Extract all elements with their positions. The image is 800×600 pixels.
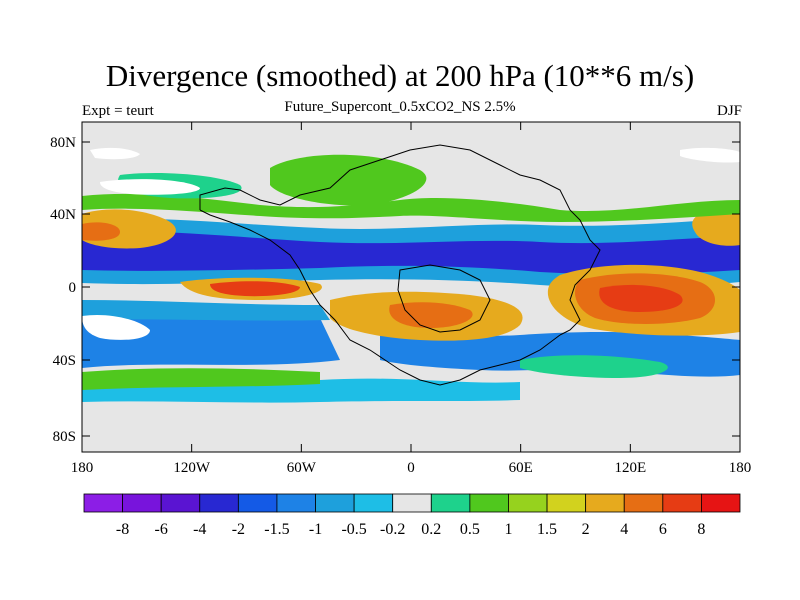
colorbar-swatch: [508, 493, 548, 513]
colorbar-label: -8: [116, 521, 129, 538]
contour-pos-central-core: [389, 302, 473, 328]
contour-green-south: [82, 368, 320, 390]
x-tick-label: 120W: [173, 460, 211, 476]
contour-neg-band-south-2: [82, 300, 330, 321]
colorbar-label: 0.5: [460, 521, 480, 538]
season-label: DJF: [716, 103, 742, 119]
x-tick-label: 180: [71, 460, 94, 476]
contour-zero-white-2: [100, 179, 200, 195]
colorbar-swatch: [315, 493, 355, 513]
coastline-inner-sea: [397, 264, 491, 333]
colorbar-label: 2: [582, 521, 590, 538]
contour-zero-white-4: [680, 147, 740, 163]
colorbar-label: -1.5: [264, 521, 289, 538]
colorbar-label: 4: [620, 521, 628, 538]
divergence-contours: [82, 147, 740, 403]
map-axis-ticks: 180 120W 60W 0 60E 120E 180 80N 40N 0 40S 80S: [50, 122, 751, 476]
colorbar-label: -0.2: [380, 521, 405, 538]
coastline-north-landmass: [199, 144, 601, 336]
colorbar-swatch: [430, 493, 471, 513]
colorbar-swatch: [122, 493, 162, 513]
colorbar-label: 1.5: [537, 521, 557, 538]
colorbar-swatch: [276, 493, 316, 513]
x-tick-label: 60W: [287, 460, 317, 476]
colorbar-label: -4: [193, 521, 206, 538]
colorbar-swatch: [237, 493, 278, 513]
experiment-label: Expt = teurt: [82, 103, 154, 119]
page-title: Divergence (smoothed) at 200 hPa (10**6 …: [105, 58, 695, 93]
colorbar-swatch: [199, 493, 239, 513]
coastline-overlay: [199, 144, 601, 386]
x-tick-label: 180: [729, 460, 752, 476]
colorbar-swatch: [469, 493, 509, 513]
contour-pos-ne: [692, 209, 740, 246]
colorbar-label: -6: [155, 521, 168, 538]
y-tick-label: 40N: [50, 207, 76, 223]
contour-pos-east-max: [599, 284, 683, 312]
colorbar-label: 1: [504, 521, 512, 538]
colorbar-label: 8: [697, 521, 705, 538]
colorbar-label: 0.2: [421, 521, 441, 538]
y-tick-label: 0: [69, 280, 77, 296]
colorbar-swatch: [353, 493, 394, 513]
contour-pos-eq-west-core: [210, 281, 300, 297]
colorbar-swatch: [701, 493, 741, 513]
x-tick-label: 0: [407, 460, 415, 476]
colorbar-swatch: [623, 493, 664, 513]
colorbar-label: -2: [232, 521, 245, 538]
colorbar-swatch: [662, 493, 702, 513]
coastline-south-landmass: [199, 209, 561, 386]
colorbar-swatch: [392, 493, 432, 513]
contour-strong-neg-band-north: [82, 231, 740, 275]
contour-green-south-east: [520, 355, 668, 378]
colorbar-swatch: [585, 493, 625, 513]
contour-zero-white-3: [90, 147, 140, 160]
run-label: Future_Supercont_0.5xCO2_NS 2.5%: [284, 99, 516, 115]
y-tick-label: 80S: [53, 429, 76, 445]
colorbar-swatch: [160, 493, 201, 513]
y-tick-label: 40S: [53, 353, 76, 369]
contour-neg-band-south: [82, 308, 340, 368]
colorbar-label: -0.5: [341, 521, 366, 538]
x-tick-label: 120E: [614, 460, 646, 476]
contour-zero-white-1: [82, 314, 150, 340]
x-tick-label: 60E: [509, 460, 533, 476]
colorbar-label: -1: [309, 521, 322, 538]
contour-pos-nw-core: [82, 222, 120, 241]
colorbar-swatch: [83, 493, 123, 513]
colorbar-label: 6: [659, 521, 667, 538]
y-tick-label: 80N: [50, 135, 76, 151]
colorbar: -8 -6 -4 -2 -1.5 -1 -0.5 -0.2 0.2 0.5 1 1.5 2 4 6 8: [83, 493, 741, 538]
colorbar-swatch: [546, 493, 587, 513]
